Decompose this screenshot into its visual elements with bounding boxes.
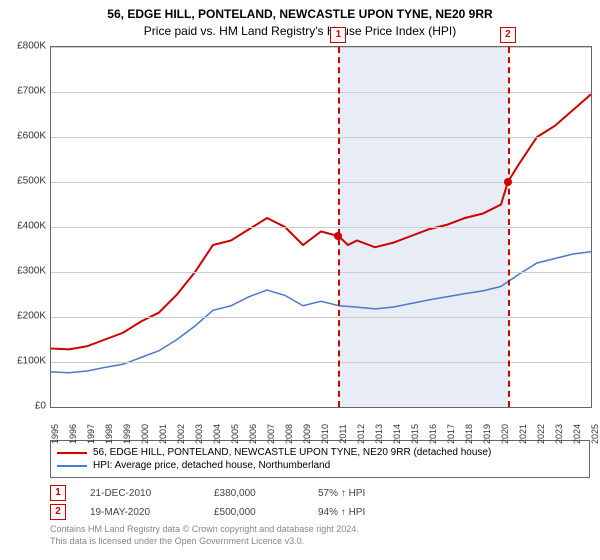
x-tick-label: 1995 xyxy=(50,424,60,444)
sale-price: £380,000 xyxy=(214,488,294,499)
legend: 56, EDGE HILL, PONTELAND, NEWCASTLE UPON… xyxy=(50,440,590,478)
sale-marker-icon: 2 xyxy=(50,504,66,520)
x-tick-label: 2004 xyxy=(212,424,222,444)
sale-marker-icon: 1 xyxy=(50,485,66,501)
x-tick-label: 2003 xyxy=(194,424,204,444)
x-tick-label: 1998 xyxy=(104,424,114,444)
x-tick-label: 2016 xyxy=(428,424,438,444)
series-property xyxy=(51,94,591,349)
sale-dot xyxy=(334,232,342,240)
x-tick-label: 2009 xyxy=(302,424,312,444)
y-tick-label: £200K xyxy=(2,311,46,322)
x-tick-label: 2012 xyxy=(356,424,366,444)
gridline xyxy=(51,317,591,318)
legend-item-property: 56, EDGE HILL, PONTELAND, NEWCASTLE UPON… xyxy=(57,447,583,458)
x-tick-label: 1997 xyxy=(86,424,96,444)
x-tick-label: 2017 xyxy=(446,424,456,444)
x-tick-label: 2025 xyxy=(590,424,600,444)
gridline xyxy=(51,362,591,363)
gridline xyxy=(51,137,591,138)
chart-container: 56, EDGE HILL, PONTELAND, NEWCASTLE UPON… xyxy=(0,0,600,560)
x-tick-label: 2021 xyxy=(518,424,528,444)
series-hpi xyxy=(51,252,591,373)
x-tick-label: 2022 xyxy=(536,424,546,444)
gridline xyxy=(51,47,591,48)
marker-box: 2 xyxy=(500,27,516,43)
legend-swatch xyxy=(57,465,87,467)
x-tick-label: 2001 xyxy=(158,424,168,444)
x-tick-label: 1999 xyxy=(122,424,132,444)
gridline xyxy=(51,92,591,93)
y-tick-label: £500K xyxy=(2,176,46,187)
x-tick-label: 2023 xyxy=(554,424,564,444)
sale-pct: 94% ↑ HPI xyxy=(318,507,365,518)
y-tick-label: £300K xyxy=(2,266,46,277)
y-tick-label: £600K xyxy=(2,131,46,142)
sale-row: 1 21-DEC-2010 £380,000 57% ↑ HPI xyxy=(50,485,365,501)
sale-dot xyxy=(504,178,512,186)
sale-price: £500,000 xyxy=(214,507,294,518)
legend-swatch xyxy=(57,452,87,454)
x-tick-label: 2019 xyxy=(482,424,492,444)
x-tick-label: 2014 xyxy=(392,424,402,444)
sale-pct: 57% ↑ HPI xyxy=(318,488,365,499)
y-tick-label: £800K xyxy=(2,41,46,52)
legend-label: HPI: Average price, detached house, Nort… xyxy=(93,460,330,471)
footer-line-2: This data is licensed under the Open Gov… xyxy=(50,536,359,548)
y-tick-label: £0 xyxy=(2,401,46,412)
x-tick-label: 2000 xyxy=(140,424,150,444)
chart-area: 12 xyxy=(50,46,592,408)
sale-date: 21-DEC-2010 xyxy=(90,488,190,499)
marker-line xyxy=(508,47,510,407)
legend-label: 56, EDGE HILL, PONTELAND, NEWCASTLE UPON… xyxy=(93,447,491,458)
sales-table: 1 21-DEC-2010 £380,000 57% ↑ HPI 2 19-MA… xyxy=(50,482,365,523)
x-tick-label: 2010 xyxy=(320,424,330,444)
footer: Contains HM Land Registry data © Crown c… xyxy=(50,524,359,547)
footer-line-1: Contains HM Land Registry data © Crown c… xyxy=(50,524,359,536)
sale-row: 2 19-MAY-2020 £500,000 94% ↑ HPI xyxy=(50,504,365,520)
y-tick-label: £700K xyxy=(2,86,46,97)
sale-date: 19-MAY-2020 xyxy=(90,507,190,518)
x-tick-label: 2007 xyxy=(266,424,276,444)
gridline xyxy=(51,227,591,228)
x-tick-label: 2024 xyxy=(572,424,582,444)
y-tick-label: £100K xyxy=(2,356,46,367)
gridline xyxy=(51,272,591,273)
x-tick-label: 2005 xyxy=(230,424,240,444)
x-tick-label: 2008 xyxy=(284,424,294,444)
marker-box: 1 xyxy=(330,27,346,43)
legend-item-hpi: HPI: Average price, detached house, Nort… xyxy=(57,460,583,471)
x-tick-label: 2006 xyxy=(248,424,258,444)
x-tick-label: 1996 xyxy=(68,424,78,444)
x-tick-label: 2020 xyxy=(500,424,510,444)
x-tick-label: 2011 xyxy=(338,424,348,443)
title-line-1: 56, EDGE HILL, PONTELAND, NEWCASTLE UPON… xyxy=(0,6,600,23)
marker-line xyxy=(338,47,340,407)
x-tick-label: 2013 xyxy=(374,424,384,444)
x-tick-label: 2015 xyxy=(410,424,420,444)
x-tick-label: 2002 xyxy=(176,424,186,444)
y-tick-label: £400K xyxy=(2,221,46,232)
x-tick-label: 2018 xyxy=(464,424,474,444)
